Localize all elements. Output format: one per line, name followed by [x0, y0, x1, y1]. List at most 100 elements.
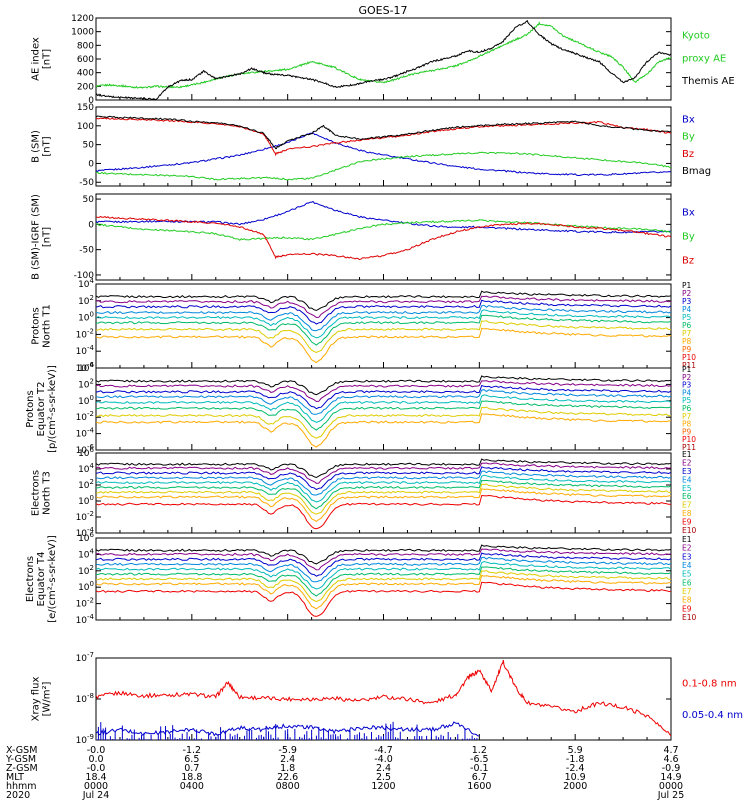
- footer-row-label: Y-GSM: [5, 754, 36, 765]
- footer-row-value: -4.7: [374, 745, 393, 756]
- legend-item: E1: [682, 535, 692, 544]
- y-axis-label-line: B (SM): [31, 130, 42, 163]
- y-tick-label: 0: [88, 220, 94, 230]
- series-group: [96, 375, 671, 448]
- y-tick-label: 800: [77, 41, 94, 51]
- panel-bigrf: 50 0 -50 -100 B (SM)-IGRF (SM) [nT] Bx By Bz: [31, 193, 695, 281]
- y-axis-label: B (SM)-IGRF (SM) [nT]: [31, 194, 53, 280]
- y-tick-label: 10-6: [76, 443, 95, 456]
- series-line-Bx: [96, 131, 671, 176]
- panel-e_equator: 106 104 102 100 10-2 10-4 Electrons Equator T4[…: [25, 531, 697, 626]
- footer-row-label: MLT: [6, 772, 24, 783]
- series-line-Kyoto-proxy-AE: [96, 21, 671, 90]
- y-tick-label: 106: [78, 446, 94, 459]
- footer-row-value: -5.9: [278, 745, 297, 756]
- series-line-E6: [96, 479, 671, 510]
- y-axis-label-line: North T1: [42, 304, 53, 348]
- legend-item: 0.1-0.8 nm: [682, 678, 737, 689]
- y-tick-label: 10-6: [76, 361, 95, 374]
- y-tick-label: 10-4: [76, 526, 95, 539]
- y-tick-label: 150: [77, 103, 94, 113]
- y-axis-label-line: Protons: [31, 307, 42, 344]
- footer-row-2020: 2020 Jul 24 Jul 25: [6, 790, 684, 800]
- footer-row-label: hhmm: [6, 781, 37, 792]
- footer-row-value: -1.2: [183, 745, 202, 756]
- y-tick-label: 200: [77, 82, 94, 92]
- series-group: [96, 458, 671, 530]
- panel-ae: 1200 1000 800 600 400 200 0 AE index [nT] Kyoto pr…: [31, 14, 735, 106]
- legend-item: P11: [682, 443, 696, 452]
- y-tick-label: 102: [78, 377, 94, 390]
- series-line-E6: [96, 566, 671, 597]
- footer-row-z-gsm: Z-GSM -0.0 0.7 1.8 2.4 -0.1 -2.4 -0.9: [6, 763, 680, 774]
- y-tick-label: 104: [78, 277, 94, 290]
- footer-row-value: 18.8: [181, 772, 202, 783]
- footer-row-value: 1600: [467, 781, 491, 792]
- series-line-P3: [96, 384, 671, 410]
- legend-item: P3: [682, 297, 692, 306]
- series-line-E2: [96, 548, 671, 571]
- footer-row-value: 0400: [180, 781, 204, 792]
- footer-row-value: 0800: [276, 781, 300, 792]
- y-axis-label: Xray flux [W/m²]: [31, 677, 53, 722]
- footer-row-value: 6.5: [184, 754, 199, 765]
- y-axis-label: B (SM) [nT]: [31, 130, 53, 163]
- legend-item: Bx: [682, 114, 695, 125]
- footer-row-label: 2020: [6, 790, 30, 800]
- series-line-E8: [96, 574, 671, 610]
- footer-row-value: -0.0: [87, 745, 106, 756]
- legend-item: E9: [682, 518, 692, 527]
- series-line-Bx: [96, 200, 671, 234]
- legend-item: E6: [682, 578, 692, 587]
- series-line-0-05-0-4-nm: [96, 721, 480, 737]
- footer-row-value: 1.8: [280, 763, 295, 774]
- series-line-P8: [96, 413, 671, 448]
- legend: Kyoto proxy AE Themis AE: [681, 31, 735, 88]
- series-line-P4: [96, 304, 671, 332]
- footer-row-value: -0.1: [470, 763, 489, 774]
- legend-item: E6: [682, 492, 692, 501]
- y-axis-label-line: [p/(cm²-s-sr-keV)]: [47, 365, 58, 453]
- panel-p_equator: 104 102 100 10-2 10-4 10-6 Protons Equator T2 [p…: [25, 361, 696, 456]
- legend-item: E2: [682, 544, 692, 553]
- legend-item: 0.05-0.4 nm: [682, 710, 743, 721]
- legend-item: Bx: [682, 208, 695, 219]
- legend-item: P7: [682, 329, 692, 338]
- y-axis-label-line: Electrons: [25, 556, 36, 602]
- series-line-Bz: [96, 215, 671, 261]
- series-group: [96, 659, 671, 740]
- series-line-E5: [96, 560, 671, 590]
- legend-item: Kyoto: [682, 31, 710, 42]
- series-line-P6: [96, 400, 671, 431]
- footer-row-value: 5.9: [568, 745, 583, 756]
- y-axis-label-line: Equator T2: [36, 382, 47, 437]
- y-tick-label: 102: [78, 294, 94, 307]
- footer-row-value: 18.4: [85, 772, 106, 783]
- series-line-E4: [96, 470, 671, 496]
- footer-row-mlt: MLT 18.4 18.8 22.6 2.5 6.7 10.9 14.9: [6, 772, 682, 783]
- panel-frame: [95, 193, 672, 281]
- y-tick-label: 100: [78, 580, 94, 593]
- legend-item: P9: [682, 427, 692, 436]
- footer-row-value: 2.4: [376, 763, 391, 774]
- legend-item: P1: [682, 281, 692, 290]
- series-line-By: [96, 219, 671, 241]
- y-axis-label-line: [nT]: [42, 227, 53, 247]
- y-tick-label: -100: [74, 271, 95, 281]
- legend-item: P4: [682, 305, 692, 314]
- legend-item: E7: [682, 587, 692, 596]
- y-axis-label-line: [e/(cm²-s-sr-keV)]: [47, 535, 58, 623]
- footer-row-value: 4.6: [663, 754, 678, 765]
- y-tick-label: 50: [83, 141, 95, 151]
- legend-item: E2: [682, 458, 692, 467]
- legend-item: E3: [682, 467, 692, 476]
- legend-item: P8: [682, 337, 692, 346]
- footer-row-x-gsm: X-GSM -0.0 -1.2 -5.9 -4.7 1.2 5.9 4.7: [6, 745, 679, 756]
- legend-item: P1: [682, 365, 692, 374]
- series-line-E9: [96, 581, 671, 617]
- footer-row-value: -0.0: [87, 763, 106, 774]
